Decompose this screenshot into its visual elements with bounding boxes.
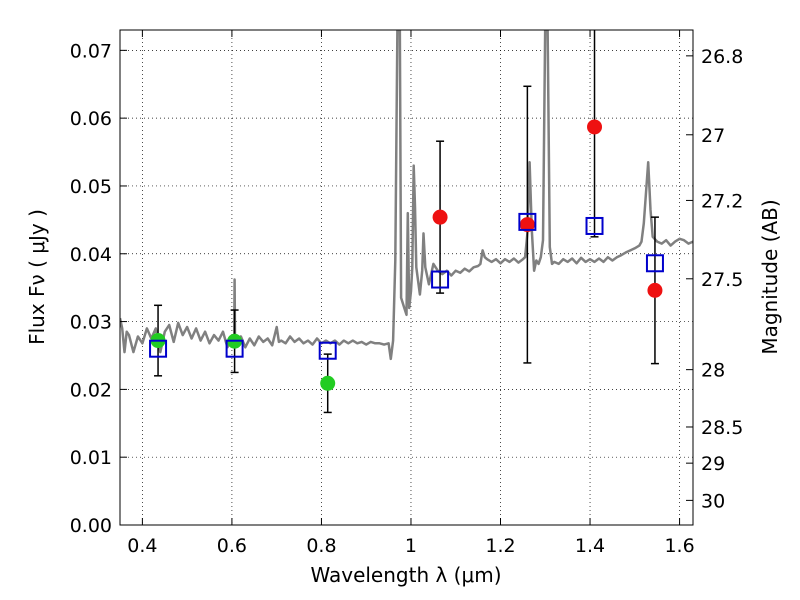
mag-tick-label: 30 — [701, 490, 725, 512]
y-tick-label: 0.03 — [70, 312, 112, 334]
x-tick-label: 1.4 — [575, 535, 605, 557]
model-square-marker — [431, 270, 450, 289]
x-tick-label: 0.8 — [306, 535, 336, 557]
x-axis-label: Wavelength λ (μm) — [310, 563, 501, 587]
model-square-marker — [585, 216, 604, 235]
red-data-point — [647, 282, 663, 298]
y-tick-label: 0.04 — [70, 244, 112, 266]
mag-tick-label: 27 — [701, 125, 725, 147]
y-tick-label: 0.02 — [70, 379, 112, 401]
green-data-point — [320, 375, 336, 391]
model-square-marker — [149, 339, 168, 358]
y-tick-label: 0.05 — [70, 176, 112, 198]
y-tick-label: 0.00 — [70, 515, 112, 537]
x-tick-label: 0.6 — [217, 535, 247, 557]
model-square-marker — [518, 212, 537, 231]
y-tick-label: 0.07 — [70, 40, 112, 62]
red-data-point — [519, 217, 535, 233]
x-tick-label: 1 — [405, 535, 417, 557]
errorbar-layer — [154, 30, 659, 414]
mag-tick-label: 26.8 — [701, 46, 743, 68]
red-data-point — [587, 119, 603, 135]
model-square-marker — [645, 254, 664, 273]
y-tick-label: 0.01 — [70, 447, 112, 469]
mag-tick-label: 28.5 — [701, 417, 743, 439]
mag-tick-label: 27.5 — [701, 269, 743, 291]
y-axis-label: Flux Fν ( μJy ) — [25, 209, 49, 345]
model-square-marker — [225, 339, 244, 358]
ticks: 0.4 0.6 0.8 1 1.2 1.4 1.6 0.00 0.01 0.02 0.03 0.04 0… — [70, 30, 743, 557]
model-square-marker — [318, 341, 337, 360]
y2-axis-label: Magnitude (AB) — [758, 199, 782, 354]
template-spectrum-line — [120, 30, 693, 361]
red-data-point — [432, 209, 448, 225]
x-tick-label: 0.4 — [127, 535, 157, 557]
x-tick-label: 1.2 — [485, 535, 515, 557]
template-spectrum-layer — [120, 30, 693, 361]
x-tick-label: 1.6 — [664, 535, 694, 557]
plot-frame — [119, 29, 694, 526]
grid — [120, 30, 693, 526]
y-tick-label: 0.06 — [70, 108, 112, 130]
mag-tick-label: 29 — [701, 453, 725, 475]
marker-layer — [149, 119, 664, 391]
mag-tick-label: 27.2 — [701, 190, 743, 212]
mag-tick-label: 28 — [701, 360, 725, 382]
